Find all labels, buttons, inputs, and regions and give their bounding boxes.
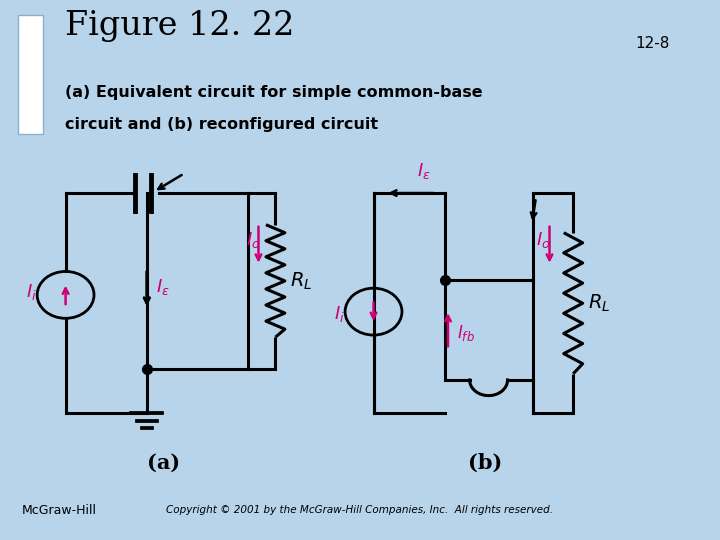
Text: circuit and (b) reconfigured circuit: circuit and (b) reconfigured circuit: [65, 117, 378, 132]
Text: $I_i$: $I_i$: [27, 282, 37, 302]
Text: $I_{fb}$: $I_{fb}$: [456, 322, 474, 342]
FancyBboxPatch shape: [18, 15, 43, 134]
Text: 12-8: 12-8: [635, 36, 670, 51]
Text: $I_o$: $I_o$: [536, 231, 550, 251]
Text: (a) Equivalent circuit for simple common-base: (a) Equivalent circuit for simple common…: [65, 85, 482, 99]
Text: $I_o$: $I_o$: [246, 231, 261, 251]
Text: Figure 12. 22: Figure 12. 22: [65, 10, 294, 42]
Text: $I_\varepsilon$: $I_\varepsilon$: [156, 276, 169, 296]
Text: $I_i$: $I_i$: [334, 305, 345, 325]
Text: $R_L$: $R_L$: [290, 271, 312, 292]
Text: $I_\varepsilon$: $I_\varepsilon$: [418, 161, 431, 181]
Text: Copyright © 2001 by the McGraw-Hill Companies, Inc.  All rights reserved.: Copyright © 2001 by the McGraw-Hill Comp…: [166, 505, 554, 515]
Text: (a): (a): [147, 453, 180, 472]
Text: $R_L$: $R_L$: [588, 293, 611, 314]
Text: McGraw-Hill: McGraw-Hill: [22, 504, 96, 517]
Text: (b): (b): [468, 453, 503, 472]
